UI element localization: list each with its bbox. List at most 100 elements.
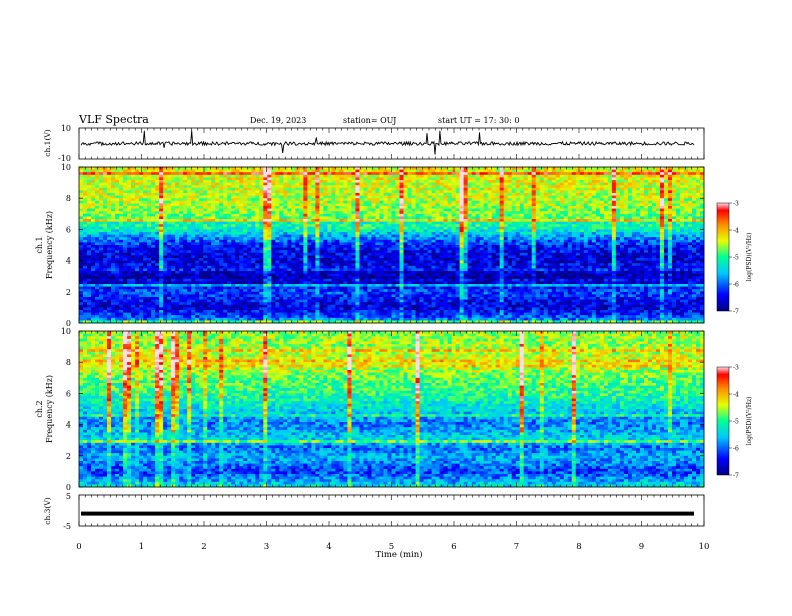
- spectrogram-cell: [211, 190, 215, 193]
- spectrogram-cell: [596, 222, 600, 225]
- spectrogram-cell: [484, 222, 488, 225]
- spectrogram-cell: [119, 198, 123, 201]
- spectrogram-cell: [183, 245, 187, 248]
- spectrogram-cell: [396, 237, 400, 240]
- spectrogram-cell: [424, 227, 428, 230]
- spectrogram-cell: [672, 180, 676, 183]
- spectrogram-cell: [191, 183, 195, 186]
- spectrogram-cell: [648, 180, 652, 183]
- spectrogram-cell: [568, 172, 572, 175]
- spectrogram-cell: [396, 198, 400, 201]
- spectrogram-cell: [291, 229, 295, 232]
- spectrogram-cell: [636, 180, 640, 183]
- spectrogram-cell: [115, 232, 119, 235]
- spectrogram-cell: [147, 190, 151, 193]
- spectrogram-cell: [488, 170, 492, 173]
- spectrogram-cell: [363, 206, 367, 209]
- spectrogram-cell: [359, 242, 363, 245]
- spectrogram-cell: [612, 214, 616, 217]
- spectrogram-cell: [87, 214, 91, 217]
- spectrogram-cell: [327, 175, 331, 178]
- spectrogram-cell: [696, 170, 700, 173]
- spectrogram-cell: [540, 237, 544, 240]
- spectrogram-cell: [155, 170, 159, 173]
- spectrogram-cell: [540, 172, 544, 175]
- spectrogram-cell: [396, 196, 400, 199]
- spectrogram-cell: [552, 175, 556, 178]
- spectrogram-cell: [552, 237, 556, 240]
- spectrogram-cell: [323, 180, 327, 183]
- spectrogram-cell: [287, 177, 291, 180]
- spectrogram-cell: [524, 232, 528, 235]
- spectrogram-cell: [500, 219, 504, 222]
- spectrogram-cell: [291, 170, 295, 173]
- spectrogram-cell: [592, 167, 596, 170]
- spectrogram-cell: [259, 232, 263, 235]
- spectrogram-cell: [171, 245, 175, 248]
- spectrogram-cell: [576, 224, 580, 227]
- spectrogram-cell: [291, 190, 295, 193]
- spectrogram-cell: [295, 222, 299, 225]
- spectrogram-cell: [223, 175, 227, 178]
- spectrogram-cell: [660, 183, 664, 186]
- spectrogram-cell: [167, 232, 171, 235]
- spectrogram-cell: [159, 198, 163, 201]
- spectrogram-cell: [307, 183, 311, 186]
- spectrogram-cell: [379, 172, 383, 175]
- spectrogram-cell: [576, 237, 580, 240]
- spectrogram-cell: [692, 190, 696, 193]
- spectrogram-cell: [628, 211, 632, 214]
- spectrogram-cell: [187, 198, 191, 201]
- spectrogram-cell: [327, 193, 331, 196]
- spectrogram-cell: [624, 214, 628, 217]
- spectrogram-cell: [624, 201, 628, 204]
- spectrogram-cell: [456, 190, 460, 193]
- spectrogram-cell: [135, 219, 139, 222]
- spectrogram-cell: [492, 227, 496, 230]
- spectrogram-cell: [135, 193, 139, 196]
- spectrogram-cell: [359, 188, 363, 191]
- spectrogram-cell: [676, 229, 680, 232]
- spectrogram-cell: [191, 248, 195, 251]
- spectrogram-cell: [91, 242, 95, 245]
- spectrogram-cell: [640, 224, 644, 227]
- spectrogram-cell: [171, 190, 175, 193]
- spectrogram-cell: [335, 203, 339, 206]
- spectrogram-cell: [540, 219, 544, 222]
- spectrogram-cell: [488, 201, 492, 204]
- spectrogram-cell: [235, 193, 239, 196]
- spectrogram-cell: [139, 183, 143, 186]
- spectrogram-cell: [452, 245, 456, 248]
- spectrogram-cell: [183, 185, 187, 188]
- spectrogram-cell: [544, 170, 548, 173]
- spectrogram-cell: [79, 240, 83, 243]
- spectrogram-cell: [584, 188, 588, 191]
- spectrogram-cell: [396, 203, 400, 206]
- spectrogram-cell: [239, 235, 243, 238]
- spectrogram-cell: [327, 196, 331, 199]
- spectrogram-cell: [79, 180, 83, 183]
- spectrogram-cell: [271, 211, 275, 214]
- spectrogram-cell: [371, 188, 375, 191]
- spectrogram-cell: [151, 232, 155, 235]
- spectrogram-cell: [171, 222, 175, 225]
- spectrogram-cell: [259, 242, 263, 245]
- spectrogram-cell: [420, 248, 424, 251]
- spectrogram-cell: [604, 229, 608, 232]
- spectrogram-cell: [99, 177, 103, 180]
- spectrogram-cell: [143, 175, 147, 178]
- spectrogram-cell: [640, 242, 644, 245]
- spectrogram-cell: [512, 201, 516, 204]
- spectrogram-cell: [392, 175, 396, 178]
- spectrogram-cell: [464, 229, 468, 232]
- spectrogram-cell: [572, 170, 576, 173]
- spectrogram-cell: [367, 219, 371, 222]
- spectrogram-cell: [143, 167, 147, 170]
- spectrogram-cell: [420, 216, 424, 219]
- spectrogram-cell: [307, 229, 311, 232]
- spectrogram-cell: [143, 188, 147, 191]
- spectrogram-cell: [536, 222, 540, 225]
- spectrogram-cell: [604, 227, 608, 230]
- spectrogram-cell: [139, 229, 143, 232]
- spectrogram-cell: [95, 232, 99, 235]
